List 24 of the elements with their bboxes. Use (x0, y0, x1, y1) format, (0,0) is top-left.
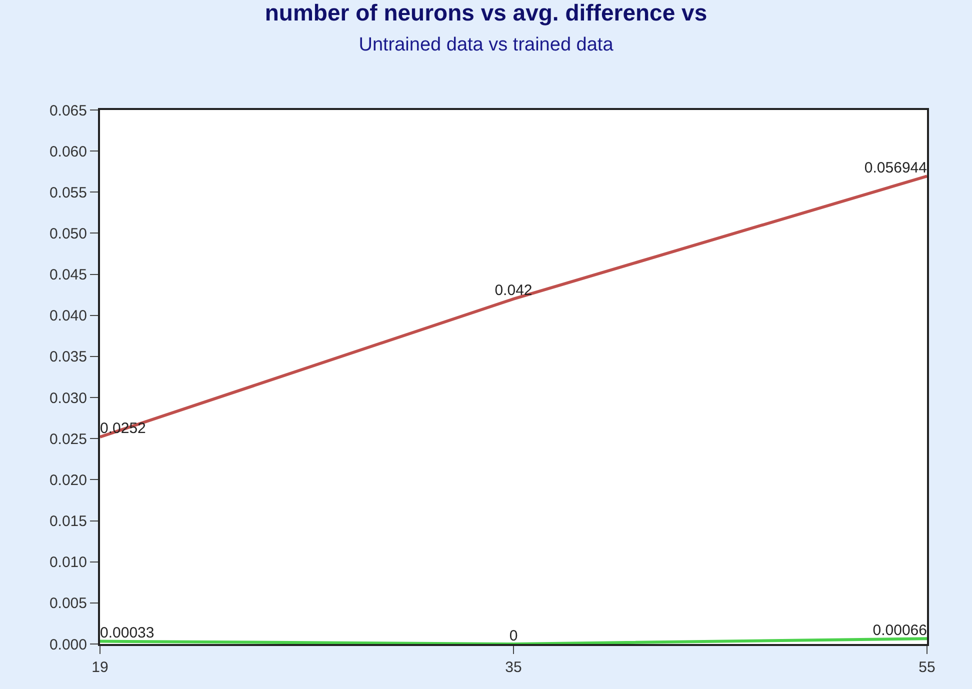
data-label: 0.042 (494, 282, 532, 300)
text: 0.030 (49, 390, 87, 407)
text: 0.005 (49, 595, 87, 612)
text: 0.000 (49, 636, 87, 654)
data-label: 0.00066 (872, 622, 927, 639)
text: 0.010 (49, 554, 87, 572)
text: 0.055 (49, 184, 87, 202)
text: 0.035 (49, 348, 87, 366)
x-tick-label: 19 (92, 659, 108, 676)
data-label: 0 (509, 627, 518, 644)
text: 0.020 (49, 472, 87, 489)
text: 0.040 (49, 308, 87, 325)
text: 0.025 (49, 430, 87, 448)
x-tick-label: 55 (918, 659, 936, 676)
text: 0.065 (49, 102, 87, 120)
data-label: 0.00033 (100, 624, 154, 642)
chart-title: number of neurons vs avg. difference vs (264, 0, 708, 26)
text: 0.060 (49, 143, 87, 160)
text: 0.050 (49, 225, 87, 242)
text: 0.015 (49, 513, 87, 530)
text: 0.045 (49, 266, 87, 284)
chart-subtitle: Untrained data vs trained data (358, 34, 614, 56)
x-tick-label: 35 (505, 659, 522, 676)
data-label: 0.056944 (864, 159, 927, 176)
